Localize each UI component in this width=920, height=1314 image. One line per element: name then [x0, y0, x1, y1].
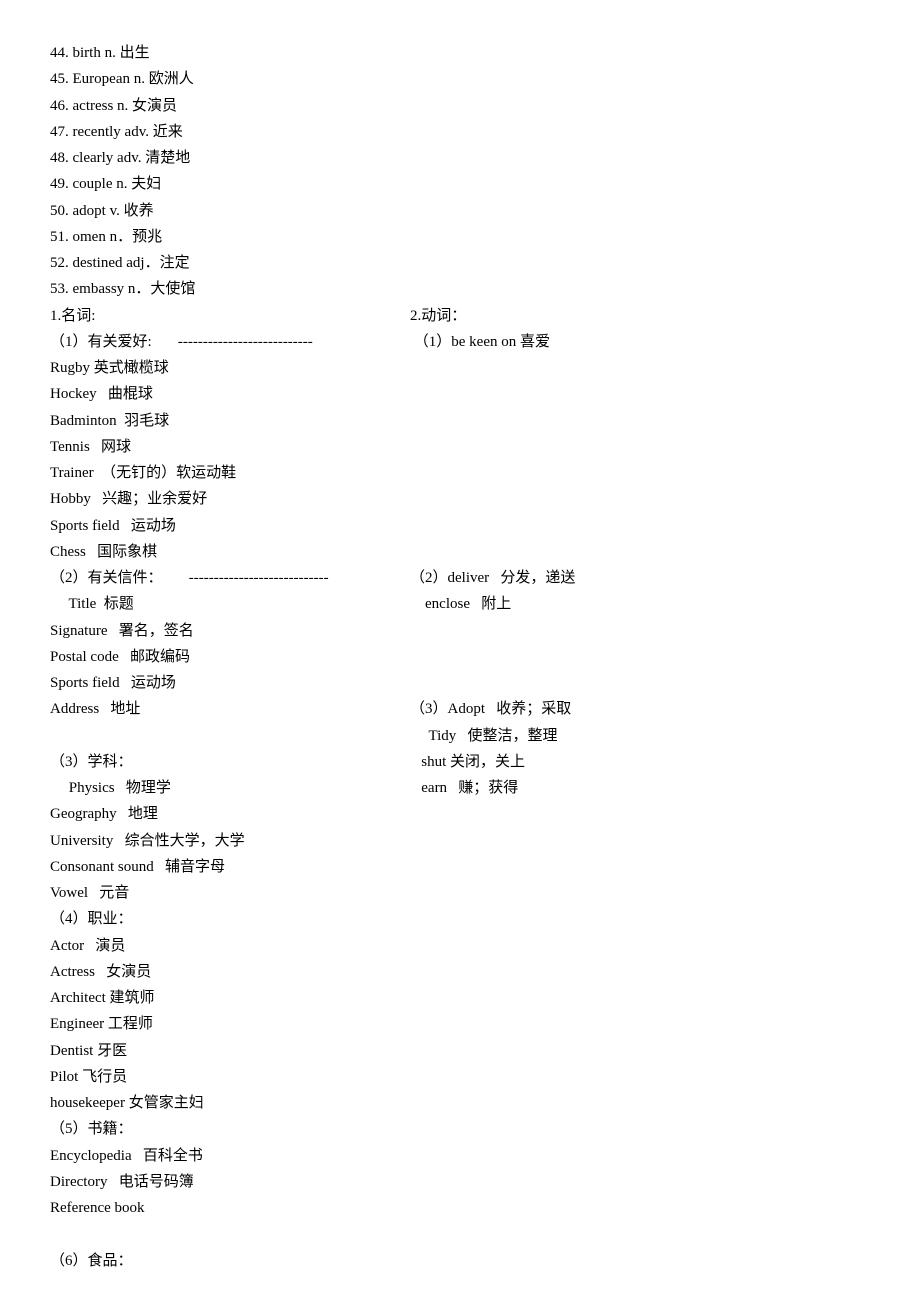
text-line: 48. clearly adv. 清楚地: [50, 145, 870, 171]
col-left: Title 标题: [50, 591, 410, 617]
text-line: 50. adopt v. 收养: [50, 198, 870, 224]
col-right: shut 关闭，关上: [410, 749, 525, 775]
text-line: （4）职业：: [50, 906, 870, 932]
text-line: Reference book: [50, 1195, 870, 1221]
col-left: Vowel 元音: [50, 880, 410, 906]
col-left: University 综合性大学，大学: [50, 828, 410, 854]
col-right: earn 赚；获得: [410, 775, 518, 801]
col-left: Signature 署名，签名: [50, 618, 410, 644]
col-left: Postal code 邮政编码: [50, 644, 410, 670]
text-line: Actor 演员: [50, 933, 870, 959]
text-line: Architect 建筑师: [50, 985, 870, 1011]
two-col-row: Title 标题 enclose 附上: [50, 591, 870, 617]
two-col-row: Physics 物理学 earn 赚；获得: [50, 775, 870, 801]
two-col-row: （1）有关爱好: --------------------------- （1）…: [50, 329, 870, 355]
text-line: 53. embassy n．大使馆: [50, 276, 870, 302]
text-line: 44. birth n. 出生: [50, 40, 870, 66]
text-line: 45. European n. 欧洲人: [50, 66, 870, 92]
col-left: （2）有关信件： ----------------------------: [50, 565, 410, 591]
text-line: Dentist 牙医: [50, 1038, 870, 1064]
two-col-row: （2）有关信件： ----------------------------（2）…: [50, 565, 870, 591]
text-line: （5）书籍：: [50, 1116, 870, 1142]
two-col-row: University 综合性大学，大学: [50, 828, 870, 854]
two-col-row: Address 地址（3）Adopt 收养；采取: [50, 696, 870, 722]
col-right: （2）deliver 分发，递送: [410, 565, 575, 591]
col-left: Address 地址: [50, 696, 410, 722]
col-left: [50, 723, 410, 749]
col-right: （1）be keen on 喜爱: [410, 329, 550, 355]
text-line: Encyclopedia 百科全书: [50, 1143, 870, 1169]
text-line: Trainer （无钉的）软运动鞋: [50, 460, 870, 486]
text-line: Pilot 飞行员: [50, 1064, 870, 1090]
text-line: Sports field 运动场: [50, 513, 870, 539]
col-left: 1.名词:: [50, 303, 410, 329]
text-line: Directory 电话号码簿: [50, 1169, 870, 1195]
text-line: Tennis 网球: [50, 434, 870, 460]
text-line: Chess 国际象棋: [50, 539, 870, 565]
two-col-row: Vowel 元音: [50, 880, 870, 906]
col-left: （1）有关爱好: ---------------------------: [50, 329, 410, 355]
col-right: 2.动词：: [410, 303, 466, 329]
text-line: Hobby 兴趣；业余爱好: [50, 486, 870, 512]
two-col-row: Sports field 运动场: [50, 670, 870, 696]
text-line: housekeeper 女管家主妇: [50, 1090, 870, 1116]
two-col-row: Postal code 邮政编码: [50, 644, 870, 670]
col-right: Tidy 使整洁，整理: [410, 723, 558, 749]
text-line: Rugby 英式橄榄球: [50, 355, 870, 381]
col-left: Physics 物理学: [50, 775, 410, 801]
text-line: 52. destined adj．注定: [50, 250, 870, 276]
text-line: 51. omen n．预兆: [50, 224, 870, 250]
text-line: [50, 1221, 870, 1247]
text-line: 47. recently adv. 近来: [50, 119, 870, 145]
col-right: （3）Adopt 收养；采取: [410, 696, 571, 722]
two-col-row: Geography 地理: [50, 801, 870, 827]
text-line: 49. couple n. 夫妇: [50, 171, 870, 197]
two-col-row: Consonant sound 辅音字母: [50, 854, 870, 880]
two-col-row: （3）学科： shut 关闭，关上: [50, 749, 870, 775]
col-left: Geography 地理: [50, 801, 410, 827]
col-left: Sports field 运动场: [50, 670, 410, 696]
text-line: Actress 女演员: [50, 959, 870, 985]
text-line: （6）食品：: [50, 1248, 870, 1274]
text-line: Badminton 羽毛球: [50, 408, 870, 434]
col-left: Consonant sound 辅音字母: [50, 854, 410, 880]
text-line: Engineer 工程师: [50, 1011, 870, 1037]
two-col-row: Tidy 使整洁，整理: [50, 723, 870, 749]
col-left: （3）学科：: [50, 749, 410, 775]
col-right: enclose 附上: [410, 591, 511, 617]
text-line: 46. actress n. 女演员: [50, 93, 870, 119]
two-col-row: Signature 署名，签名: [50, 618, 870, 644]
two-col-row: 1.名词:2.动词：: [50, 303, 870, 329]
text-line: Hockey 曲棍球: [50, 381, 870, 407]
